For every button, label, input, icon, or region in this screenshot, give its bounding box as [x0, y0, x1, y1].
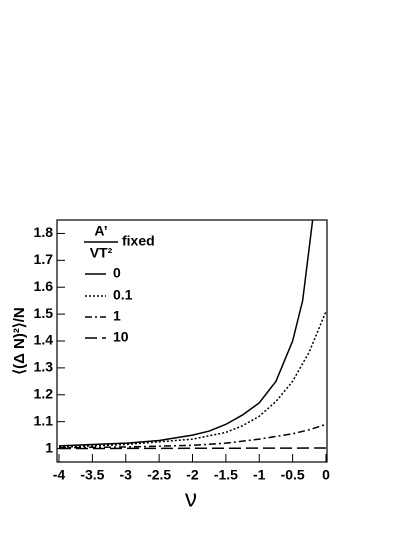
legend-label: 0.1 — [113, 287, 133, 303]
legend-title-denominator: VT² — [90, 245, 113, 261]
y-tick-label: 1.7 — [34, 251, 54, 267]
series-line — [58, 220, 314, 447]
legend-title-numerator: A’ — [94, 223, 107, 239]
y-tick-label: 1.8 — [34, 224, 54, 240]
legend-title-suffix: fixed — [122, 233, 155, 249]
series-line — [58, 423, 327, 449]
series-line — [58, 447, 327, 450]
x-tick-label: 0 — [322, 467, 330, 483]
x-tick-label: -4 — [53, 467, 66, 483]
y-tick-label: 1.4 — [34, 332, 54, 348]
x-tick-label: -0.5 — [281, 467, 305, 483]
y-tick-label: 1 — [45, 439, 53, 455]
x-axis-label: ν — [185, 485, 197, 512]
x-tick-label: -2 — [186, 467, 199, 483]
y-tick-label: 1.1 — [34, 412, 54, 428]
y-axis-label: ⟨(Δ N)²⟩/N — [11, 307, 28, 374]
x-tick-label: -3 — [120, 467, 133, 483]
series-line — [58, 311, 327, 448]
legend-label: 1 — [113, 308, 121, 324]
legend-label: 0 — [113, 265, 121, 281]
x-tick-label: -2.5 — [147, 467, 171, 483]
y-tick-label: 1.6 — [34, 278, 54, 294]
x-tick-label: -1 — [253, 467, 266, 483]
y-tick-label: 1.3 — [34, 359, 54, 375]
legend-label: 10 — [113, 329, 129, 345]
y-tick-label: 1.5 — [34, 305, 54, 321]
y-tick-label: 1.2 — [34, 385, 54, 401]
x-tick-label: -1.5 — [214, 467, 238, 483]
x-tick-label: -3.5 — [80, 467, 104, 483]
